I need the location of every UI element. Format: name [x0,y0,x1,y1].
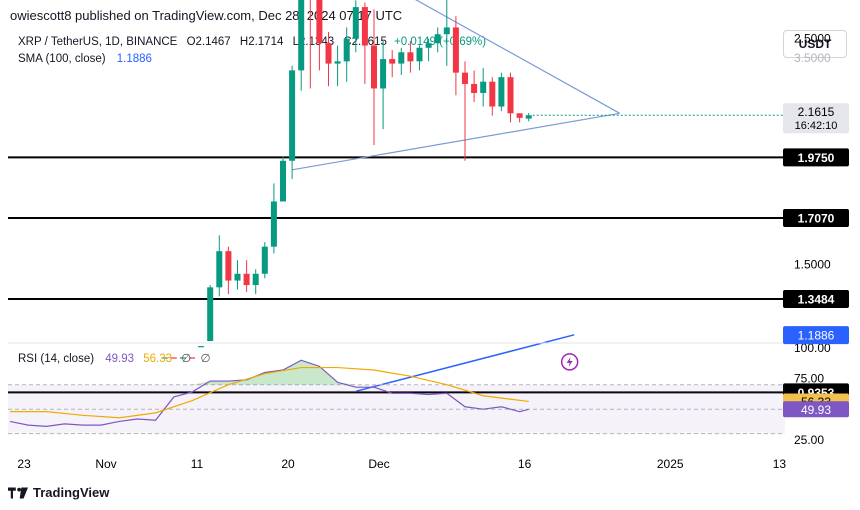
currency-button[interactable]: USDT [783,30,847,58]
price-tick-label-1: 2.5000 [794,32,831,46]
candle-body-17 [316,0,323,44]
time-tick-label-0: 23 [17,457,31,471]
rsi-legend: RSI (14, close) 49.93 56.33 ∅ ∅ [18,351,211,365]
rsi-ma-line [10,366,529,419]
candle-body-10 [252,273,259,286]
dividend-event-bolt [566,356,573,367]
level-badge-3 [783,290,849,308]
sma-row: SMA (100, close) 1.1886 [18,51,486,68]
candle-body-3 [189,357,195,359]
candle-body-35 [480,81,487,93]
rsi-tick-label-1: 75.00 [794,372,824,386]
candle-body-8 [234,273,241,281]
dividend-event-icon [560,353,579,371]
candle-body-28 [416,47,423,62]
countdown-label: 16:42:10 [795,120,838,132]
candle-body-39 [516,113,523,118]
candle-body-5 [207,287,214,341]
candle-body-12 [270,201,277,247]
rsi-badge [783,401,849,418]
candle-body-24 [380,59,387,89]
candle-body-34 [471,83,478,93]
candle-body-21 [352,7,359,39]
candle-body-38 [507,77,514,114]
candle-body-27 [407,52,414,62]
candle-body-37 [498,77,505,107]
level-badge-1 [783,148,849,167]
candle-body-32 [452,27,459,73]
candle-body-40 [525,115,532,119]
rsi-tick-label-3: 25.00 [794,433,824,447]
rsi-ma-value: 56.33 [143,353,173,365]
high-value: H2.1714 [239,36,284,48]
time-tick-label-5: 16 [518,457,532,471]
price-tick-label-2: 1.5000 [794,258,831,272]
rsi-empty-b: ∅ [200,353,211,365]
level-label-1: 1.9750 [798,151,835,165]
sma-label[interactable]: SMA (100, close) [18,53,106,65]
candle-body-11 [261,246,268,274]
tradingview-logo-icon [8,486,28,499]
time-tick-label-1: Nov [95,457,116,471]
candle-body-4 [198,346,205,348]
candle-body-6 [216,251,223,288]
sma-value: 1.1886 [116,53,152,65]
triangle-pattern [291,0,620,171]
rsi-line [9,359,529,427]
candle-body-31 [443,27,450,35]
candle-body-36 [489,81,496,107]
rsi-value: 49.93 [105,353,135,365]
candle-body-30 [434,34,441,44]
rsi-badge-label: 49.93 [801,403,831,417]
sma-segment [355,334,575,393]
symbol-label[interactable]: XRP / TetherUS, 1D, BINANCE [18,36,178,48]
candle-body-26 [398,52,405,64]
time-tick-label-4: Dec [368,457,389,471]
open-value: O2.1467 [186,36,231,48]
candle-body-1 [170,357,177,359]
candle-body-23 [371,45,377,89]
time-tick-label-2: 11 [191,457,204,471]
candle-body-13 [280,160,286,202]
triangle-lower-line [291,112,620,171]
level-label-3: 1.3484 [798,293,835,307]
candle-body-19 [334,61,341,64]
time-tick-label-7: 13 [773,457,787,471]
candle-body-15 [298,0,305,71]
level-badge-2 [783,208,849,227]
rsi-tick-label-0: 100.00 [794,341,831,355]
triangle-upper-line [415,0,620,114]
candle-body-25 [389,59,396,64]
candle-body-0 [161,357,168,359]
sma-badge-label: 1.1886 [798,329,835,343]
candles [161,0,532,359]
candle-body-7 [225,251,232,281]
candle-body-14 [289,70,296,161]
time-tick-label-6: 2025 [657,457,684,471]
sma-line [355,334,579,393]
brand-label: TradingView [33,485,110,500]
tradingview-footer[interactable]: TradingView [8,485,109,500]
level-label-2: 1.7070 [798,211,835,225]
candle-body-20 [343,38,350,62]
current-price-badge [783,103,849,134]
candle-body-29 [425,43,432,48]
current-price-label: 2.1615 [798,105,835,119]
rsi-label[interactable]: RSI (14, close) [18,353,95,365]
candle-body-22 [361,7,368,46]
candle-body-9 [243,273,250,286]
time-tick-label-3: 20 [281,457,295,471]
price-tick-label-hidden-0: 3.5000 [794,51,831,65]
candle-body-18 [325,43,332,64]
candle-body-2 [179,357,186,359]
time-axis: 23 Nov 11 20 Dec 16 2025 13 [17,457,786,471]
rsi-pane: 100.00 75.00 25.00 56.33 49.93 [8,341,849,447]
sma-badge [783,326,849,345]
rsi-empty-a: ∅ [181,353,192,365]
candle-body-33 [462,72,468,84]
